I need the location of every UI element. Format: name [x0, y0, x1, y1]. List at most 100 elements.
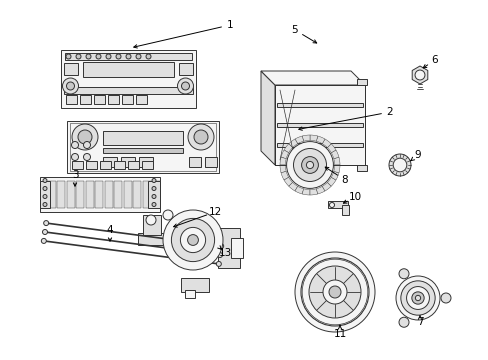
Circle shape: [42, 230, 47, 234]
Circle shape: [152, 186, 156, 190]
Circle shape: [72, 124, 98, 150]
Wedge shape: [280, 165, 285, 173]
Bar: [72, 161, 83, 169]
Bar: [80, 95, 90, 104]
Circle shape: [66, 82, 74, 90]
Circle shape: [116, 54, 121, 59]
Bar: [107, 95, 118, 104]
Bar: [276, 123, 362, 127]
Bar: [276, 103, 362, 107]
Bar: [138, 233, 165, 245]
Circle shape: [171, 219, 214, 262]
Wedge shape: [302, 189, 309, 195]
Circle shape: [301, 157, 318, 174]
Circle shape: [187, 124, 214, 150]
Bar: [356, 165, 366, 171]
Bar: [63, 87, 192, 94]
Bar: [85, 181, 94, 208]
Circle shape: [323, 280, 346, 304]
Circle shape: [126, 54, 131, 59]
Circle shape: [218, 244, 223, 248]
Circle shape: [71, 141, 79, 148]
Wedge shape: [322, 139, 330, 148]
Bar: [95, 181, 103, 208]
Bar: [100, 161, 111, 169]
Circle shape: [152, 194, 156, 198]
Bar: [135, 95, 146, 104]
Bar: [230, 238, 243, 258]
Wedge shape: [333, 165, 339, 173]
Circle shape: [43, 186, 47, 190]
Circle shape: [83, 153, 90, 161]
Bar: [67, 121, 219, 173]
Circle shape: [41, 238, 46, 243]
Bar: [103, 157, 117, 167]
Circle shape: [414, 295, 420, 301]
Polygon shape: [411, 66, 427, 84]
Wedge shape: [322, 183, 330, 191]
Wedge shape: [294, 186, 303, 194]
Wedge shape: [302, 135, 309, 141]
Text: 13: 13: [218, 248, 231, 258]
Bar: [274, 85, 364, 165]
Circle shape: [293, 148, 326, 181]
Circle shape: [286, 141, 333, 188]
Circle shape: [181, 82, 189, 90]
Circle shape: [328, 286, 340, 298]
Wedge shape: [281, 150, 288, 159]
Wedge shape: [331, 150, 338, 159]
Circle shape: [217, 252, 222, 257]
Circle shape: [152, 202, 156, 207]
Bar: [133, 181, 141, 208]
Bar: [64, 53, 191, 60]
Text: 11: 11: [333, 329, 346, 339]
Text: 6: 6: [431, 55, 437, 65]
Circle shape: [66, 54, 71, 59]
Bar: [218, 228, 240, 268]
Bar: [327, 201, 347, 208]
Wedge shape: [280, 157, 285, 165]
Circle shape: [43, 194, 47, 198]
Circle shape: [216, 261, 221, 266]
Bar: [70, 123, 216, 171]
Circle shape: [411, 292, 423, 304]
Circle shape: [62, 78, 79, 94]
Circle shape: [294, 252, 374, 332]
Circle shape: [306, 161, 313, 168]
Bar: [356, 79, 366, 85]
Bar: [114, 161, 125, 169]
Circle shape: [187, 235, 198, 246]
Bar: [40, 177, 160, 212]
Bar: [274, 85, 364, 165]
Wedge shape: [316, 136, 325, 144]
Bar: [123, 181, 131, 208]
Wedge shape: [309, 135, 317, 141]
Bar: [76, 181, 84, 208]
Wedge shape: [331, 171, 338, 180]
Circle shape: [398, 317, 408, 327]
Circle shape: [76, 54, 81, 59]
Circle shape: [329, 202, 334, 207]
Circle shape: [392, 158, 406, 172]
Circle shape: [414, 70, 424, 80]
Polygon shape: [261, 71, 364, 85]
Circle shape: [440, 293, 450, 303]
Wedge shape: [333, 157, 339, 165]
Bar: [142, 181, 150, 208]
Polygon shape: [261, 71, 274, 165]
Bar: [152, 181, 160, 208]
Bar: [128, 161, 139, 169]
Bar: [189, 157, 201, 167]
Circle shape: [146, 215, 156, 225]
Bar: [86, 161, 97, 169]
Circle shape: [106, 54, 111, 59]
Text: 12: 12: [208, 207, 221, 217]
Text: 7: 7: [416, 317, 423, 327]
Text: 5: 5: [291, 25, 298, 35]
Circle shape: [395, 276, 439, 320]
Text: 4: 4: [106, 225, 113, 235]
Circle shape: [43, 202, 47, 207]
Bar: [341, 205, 348, 215]
Bar: [121, 157, 135, 167]
Wedge shape: [284, 177, 292, 186]
